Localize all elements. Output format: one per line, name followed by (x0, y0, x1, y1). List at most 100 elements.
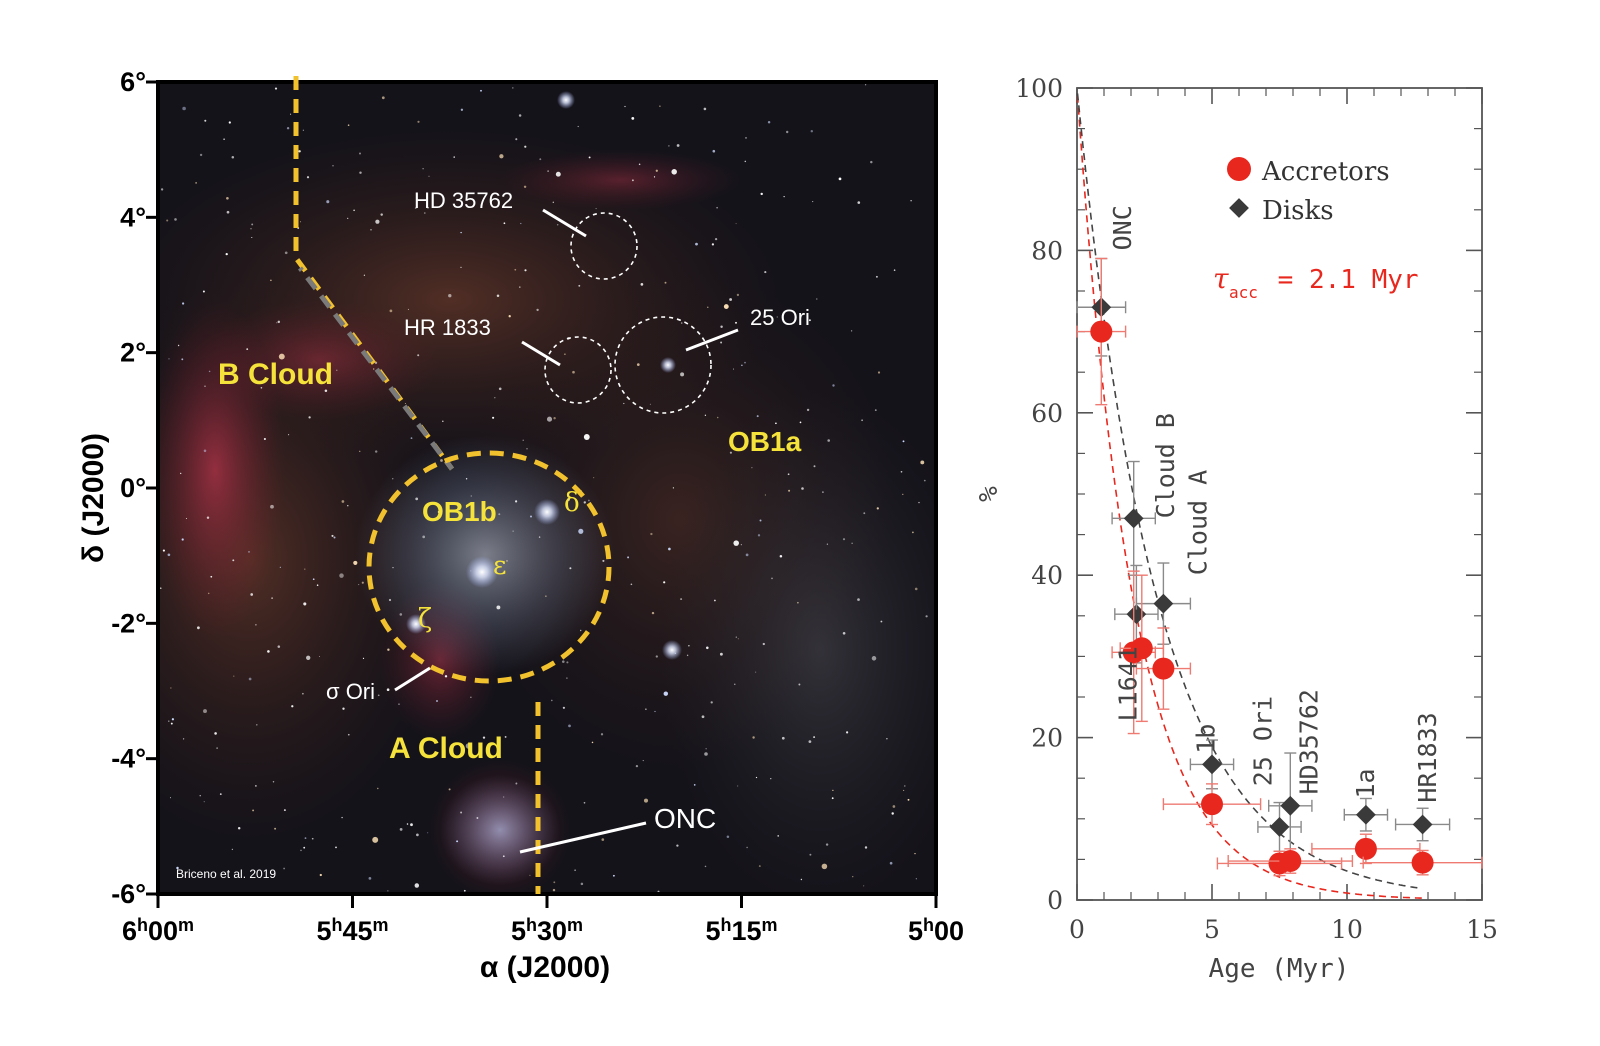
star (456, 840, 459, 843)
star (272, 781, 275, 783)
star (737, 638, 739, 640)
star (424, 212, 426, 214)
star (181, 358, 184, 361)
star (744, 160, 747, 163)
star (180, 472, 182, 475)
star (270, 279, 272, 282)
accretor-marker (1130, 637, 1153, 660)
chart-y-label: % (974, 486, 1004, 502)
star (640, 283, 644, 286)
star (826, 543, 829, 545)
ra-tick-label: 5h00 (908, 915, 964, 946)
star (226, 196, 229, 200)
star (274, 827, 277, 830)
accretor-marker (1279, 850, 1302, 873)
star (237, 827, 241, 830)
star (342, 707, 345, 710)
star (735, 636, 737, 638)
star (588, 156, 591, 159)
star (470, 696, 472, 698)
star (291, 705, 294, 708)
star (816, 298, 818, 300)
star (168, 358, 170, 360)
star (216, 747, 218, 749)
star (562, 706, 566, 709)
star (569, 567, 572, 570)
star (583, 501, 586, 504)
data-points (1076, 257, 1483, 877)
star (279, 566, 281, 568)
star (358, 584, 360, 586)
star (283, 867, 285, 870)
star (751, 467, 753, 469)
accretors-point (1076, 257, 1127, 406)
star (166, 219, 169, 222)
y-tick-label: 60 (1031, 399, 1063, 428)
star (752, 736, 755, 739)
ori25-circle (614, 316, 712, 414)
star (693, 784, 696, 786)
star (733, 540, 739, 546)
star (182, 106, 186, 111)
star (536, 308, 539, 312)
star (377, 787, 379, 790)
star (399, 613, 403, 616)
star (427, 832, 429, 834)
star (248, 551, 250, 553)
star (171, 718, 175, 721)
star (208, 370, 211, 373)
star (169, 797, 172, 799)
accretor-marker (1354, 837, 1377, 860)
star (893, 269, 896, 271)
star (453, 156, 455, 158)
pointer-lines (394, 208, 739, 854)
star (659, 105, 661, 108)
dec-tick-label: 2° (120, 338, 146, 368)
star (630, 583, 633, 586)
star (762, 642, 765, 646)
star (336, 369, 338, 371)
star (524, 269, 527, 272)
star (813, 736, 816, 739)
star (638, 163, 641, 166)
star (508, 315, 511, 318)
star (650, 532, 653, 536)
star (635, 764, 639, 768)
star (277, 645, 281, 648)
star (331, 534, 334, 537)
star (255, 785, 257, 787)
disk-marker (1202, 754, 1222, 775)
star (578, 284, 581, 287)
star (422, 535, 426, 539)
star (788, 489, 791, 492)
star (871, 656, 877, 661)
star (195, 182, 197, 184)
star (359, 450, 361, 452)
group-label: L1641 (1113, 646, 1142, 721)
star (552, 201, 554, 203)
star (398, 703, 400, 705)
star (503, 222, 506, 225)
star (304, 837, 307, 839)
star (740, 544, 742, 546)
star (643, 798, 649, 803)
star (864, 846, 868, 849)
star (520, 222, 522, 225)
star (503, 796, 505, 798)
star (373, 368, 375, 370)
star (764, 494, 767, 496)
star (904, 785, 906, 787)
ra-tick-label: 5h30m (511, 915, 583, 946)
star (387, 890, 389, 892)
star (736, 293, 740, 297)
star (436, 700, 438, 702)
tau-value: = 2.1 Myr (1262, 265, 1419, 295)
star (341, 500, 345, 503)
star (842, 631, 846, 635)
dec-tick-label: -2° (111, 608, 146, 638)
star (250, 593, 254, 596)
star (760, 192, 763, 196)
star (437, 510, 441, 514)
star (204, 385, 206, 388)
star (850, 330, 853, 332)
